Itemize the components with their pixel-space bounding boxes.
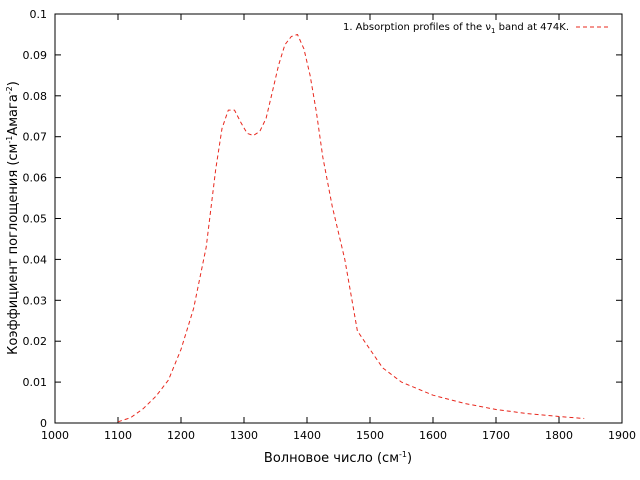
x-tick-label: 1700 (482, 429, 510, 442)
y-tick-label: 0.1 (30, 8, 48, 21)
legend-label: 1. Absorption profiles of the ν1 band at… (343, 22, 569, 35)
y-tick-label: 0.08 (23, 90, 48, 103)
x-tick-label: 1800 (545, 429, 573, 442)
x-tick-label: 1300 (230, 429, 258, 442)
y-tick-label: 0.05 (23, 213, 48, 226)
x-axis: 1000 1100 1200 1300 1400 1500 1600 1700 1800 1900 (41, 14, 636, 442)
plot-frame (54, 13, 623, 424)
x-axis-title: Волновое число (см-1) (264, 450, 412, 466)
y-tick-label: 0.03 (23, 294, 48, 307)
y-tick-label: 0 (40, 417, 47, 430)
x-tick-label: 1400 (293, 429, 321, 442)
x-tick-label: 1500 (356, 429, 384, 442)
legend: 1. Absorption profiles of the ν1 band at… (343, 22, 611, 35)
y-tick-label: 0.01 (23, 376, 48, 389)
x-tick-label: 1000 (41, 429, 69, 442)
y-tick-label: 0.06 (23, 172, 48, 185)
x-tick-label: 1900 (608, 429, 636, 442)
series-layer (117, 34, 585, 423)
y-axis-title: Коэффициент поглощения (см-1Амага-2) (5, 81, 21, 355)
y-tick-label: 0.07 (23, 131, 48, 144)
x-tick-label: 1600 (419, 429, 447, 442)
y-axis: 0 0.01 0.02 0.03 0.04 0.05 0.06 0.07 0.08 0.09 0.1 (23, 8, 622, 430)
y-tick-label: 0.09 (23, 49, 48, 62)
y-tick-label: 0.02 (23, 335, 48, 348)
series-line-1 (117, 34, 585, 423)
x-tick-label: 1100 (104, 429, 132, 442)
x-tick-label: 1200 (167, 429, 195, 442)
y-tick-label: 0.04 (23, 253, 48, 266)
